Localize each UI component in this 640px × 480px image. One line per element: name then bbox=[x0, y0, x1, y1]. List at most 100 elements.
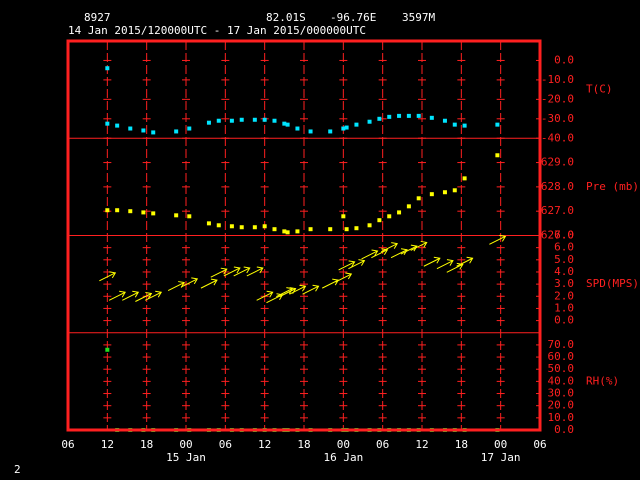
x-tick-label: 00 bbox=[494, 438, 507, 451]
data-point bbox=[151, 130, 156, 135]
arrow-shaft bbox=[200, 279, 218, 289]
wind-arrow bbox=[400, 244, 418, 255]
arrow-shaft bbox=[390, 249, 408, 259]
arrow-head bbox=[266, 290, 274, 298]
y-tick-label: 0.0 bbox=[554, 423, 574, 436]
y-tick-label: 6.0 bbox=[554, 241, 574, 254]
y-tick-label: 629.0 bbox=[541, 156, 574, 169]
arrow-shaft bbox=[144, 291, 162, 301]
data-point bbox=[295, 126, 300, 131]
arrow-head bbox=[345, 272, 353, 280]
y-tick-label: 3.0 bbox=[554, 277, 574, 290]
arrow-shaft bbox=[489, 235, 506, 245]
arrow-head bbox=[466, 256, 474, 264]
wind-arrow bbox=[410, 240, 428, 251]
data-point bbox=[141, 128, 146, 133]
x-tick-label: 06 bbox=[61, 438, 74, 451]
data-point bbox=[341, 214, 346, 219]
x-tick-label: 06 bbox=[376, 438, 389, 451]
wind-arrow bbox=[361, 249, 379, 260]
y-tick-label: 7.0 bbox=[554, 229, 574, 242]
x-tick-label: 18 bbox=[140, 438, 153, 451]
data-point bbox=[429, 115, 434, 120]
y-tick-label: 0.0 bbox=[554, 314, 574, 327]
y-tick-label: 50.0 bbox=[548, 362, 575, 375]
elevation: 3597M bbox=[402, 11, 435, 24]
data-point bbox=[206, 221, 211, 226]
data-point bbox=[128, 209, 133, 214]
arrow-shaft bbox=[335, 273, 352, 283]
wind-arrow bbox=[200, 278, 218, 289]
wind-arrow bbox=[122, 290, 140, 301]
wind-arrow bbox=[489, 234, 507, 245]
data-point bbox=[462, 176, 467, 181]
data-point bbox=[328, 227, 333, 232]
data-point bbox=[174, 129, 179, 134]
arrow-shaft bbox=[279, 288, 296, 298]
data-point bbox=[406, 113, 411, 118]
arrow-head bbox=[348, 260, 356, 268]
x-tick-label: 06 bbox=[533, 438, 546, 451]
data-point bbox=[239, 117, 244, 122]
x-tick-label: 00 bbox=[179, 438, 192, 451]
arrow-shaft bbox=[436, 260, 454, 270]
wind-arrow bbox=[210, 267, 228, 278]
x-tick-label: 12 bbox=[101, 438, 114, 451]
arrow-head bbox=[410, 244, 418, 252]
wind-arrow bbox=[436, 259, 454, 270]
data-point bbox=[216, 118, 221, 123]
data-point bbox=[295, 229, 300, 234]
x-tick-label: 18 bbox=[297, 438, 310, 451]
arrow-head bbox=[400, 248, 408, 255]
data-point bbox=[377, 218, 382, 223]
arrow-shaft bbox=[122, 291, 139, 301]
x-tick-label: 18 bbox=[455, 438, 468, 451]
wind-arrow bbox=[276, 287, 294, 298]
wind-arrow bbox=[246, 266, 264, 277]
panel-label: RH(%) bbox=[586, 374, 619, 387]
arrow-shaft bbox=[289, 285, 306, 295]
date-label: 17 Jan bbox=[481, 451, 521, 464]
data-point bbox=[115, 123, 120, 128]
wind-arrow bbox=[390, 248, 408, 259]
data-point bbox=[239, 225, 244, 230]
arrow-head bbox=[109, 271, 117, 279]
arrow-shaft bbox=[348, 260, 365, 270]
arrow-head bbox=[433, 256, 441, 264]
arrow-shaft bbox=[108, 291, 126, 301]
arrow-head bbox=[446, 259, 454, 266]
arrow-head bbox=[145, 292, 153, 299]
data-point bbox=[377, 116, 382, 121]
y-tick-label: 1.0 bbox=[554, 301, 574, 314]
wind-arrow bbox=[456, 256, 474, 267]
data-point bbox=[341, 126, 346, 131]
data-point bbox=[416, 196, 421, 201]
data-point bbox=[105, 121, 110, 126]
arrow-head bbox=[286, 287, 294, 294]
panel-label: T(C) bbox=[586, 83, 613, 96]
y-tick-label: -20.0 bbox=[541, 92, 574, 105]
arrow-head bbox=[312, 284, 320, 292]
x-tick-label: 12 bbox=[258, 438, 271, 451]
y-tick-label: 4.0 bbox=[554, 265, 574, 278]
wind-arrow bbox=[144, 290, 163, 301]
arrow-head bbox=[499, 234, 507, 242]
arrow-head bbox=[456, 262, 464, 270]
arrow-shaft bbox=[210, 268, 228, 278]
y-tick-label: 628.0 bbox=[541, 180, 574, 193]
arrow-shaft bbox=[99, 272, 116, 282]
wind-arrow bbox=[181, 277, 199, 288]
data-point bbox=[187, 214, 192, 219]
arrow-head bbox=[256, 266, 264, 274]
data-point bbox=[344, 227, 349, 232]
arrow-shaft bbox=[423, 257, 441, 267]
y-tick-label: 5.0 bbox=[554, 253, 574, 266]
y-tick-label: 626.0 bbox=[541, 229, 574, 242]
data-point bbox=[128, 126, 133, 131]
panel-label: Pre (mb) bbox=[586, 180, 639, 193]
data-point bbox=[367, 119, 372, 124]
data-point bbox=[105, 347, 110, 352]
data-point bbox=[105, 208, 110, 213]
plot-frame bbox=[66, 39, 542, 432]
wind-arrow bbox=[338, 260, 356, 271]
